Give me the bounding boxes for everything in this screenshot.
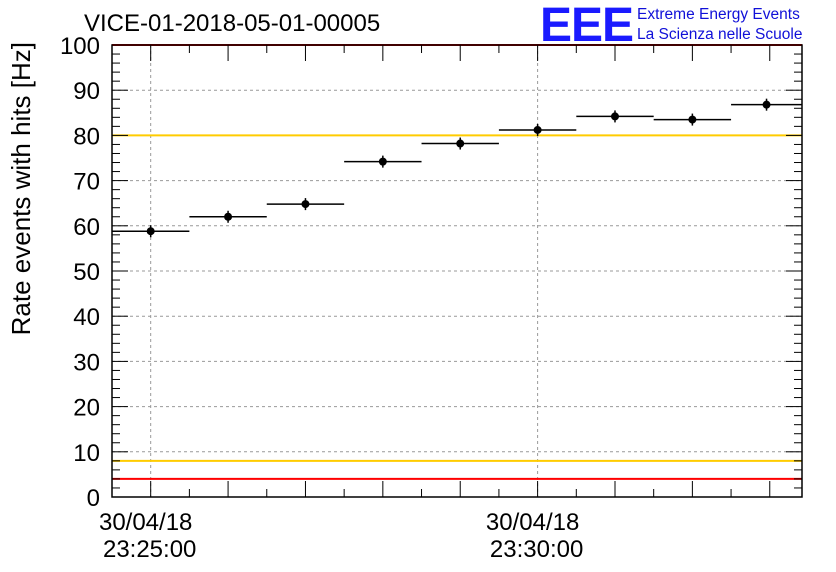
data-marker — [301, 200, 310, 209]
y-tick-label: 100 — [60, 33, 100, 60]
y-tick-label: 20 — [73, 395, 100, 422]
y-tick-label: 60 — [73, 214, 100, 241]
y-tick-label: 90 — [73, 78, 100, 105]
data-points — [112, 98, 802, 238]
data-marker — [688, 115, 697, 124]
reference-lines — [112, 44, 802, 480]
data-marker — [378, 157, 387, 166]
data-marker — [224, 212, 233, 221]
data-marker — [456, 139, 465, 148]
y-tick-label: 80 — [73, 123, 100, 150]
eee-logo-mark: EEE — [540, 0, 634, 52]
data-point — [498, 123, 577, 136]
logo-line-1: Extreme Energy Events — [637, 6, 800, 23]
data-point — [266, 198, 345, 211]
data-marker — [762, 100, 771, 109]
chart-title: VICE-01-2018-05-01-00005 — [84, 10, 381, 37]
y-tick-label: 0 — [87, 485, 100, 512]
data-point — [112, 225, 190, 238]
y-tick-label: 70 — [73, 169, 100, 196]
y-tick-label: 10 — [73, 440, 100, 467]
data-marker — [610, 112, 619, 121]
x-tick-label-date: 30/04/18 — [486, 509, 579, 536]
x-tick-label-time: 23:25:00 — [103, 536, 196, 563]
x-tick-label-time: 23:30:00 — [490, 536, 583, 563]
data-marker — [533, 125, 542, 134]
data-point — [189, 210, 267, 223]
data-point — [731, 98, 802, 111]
y-tick-label: 30 — [73, 349, 100, 376]
x-tick-label-date: 30/04/18 — [99, 509, 192, 536]
data-point — [576, 110, 654, 123]
axis-ticks — [111, 44, 802, 498]
y-axis-label: Rate events with hits [Hz] — [6, 42, 36, 335]
data-point — [421, 137, 499, 150]
logo-line-2: La Scienza nelle Scuole — [637, 26, 803, 43]
y-tick-label: 40 — [73, 304, 100, 331]
grid-lines — [112, 45, 802, 497]
y-tick-label: 50 — [73, 259, 100, 286]
data-point — [653, 113, 732, 126]
data-marker — [146, 227, 155, 236]
data-point — [344, 155, 422, 168]
y-tick-labels: 0 10 20 30 40 50 60 70 80 90 100 — [60, 33, 100, 512]
